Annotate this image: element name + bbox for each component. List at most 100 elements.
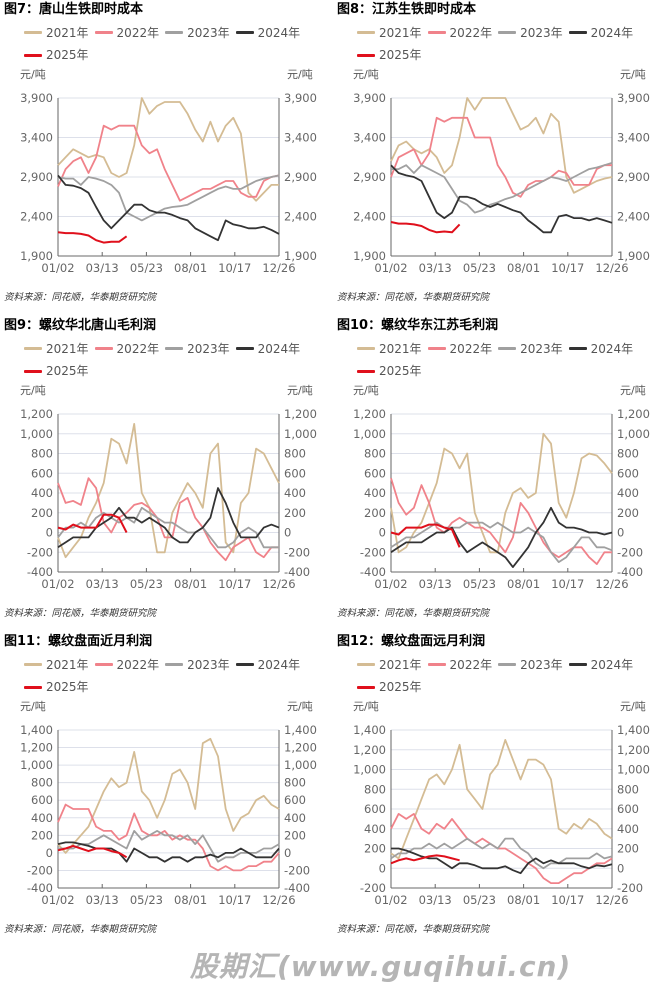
legend-label: 2025年 [46, 48, 89, 62]
line-chart: -400 -400 -200 -200 0 0 200 200 400 400 600 600 800 8… [353, 407, 650, 591]
legend-label: 2024年 [257, 25, 301, 40]
x-tick-label: 10/17 [218, 261, 251, 275]
series-line-2023 [390, 837, 613, 870]
legend-swatch-icon [235, 663, 254, 666]
y-tick-label-left: 1,900 [353, 249, 386, 263]
x-tick-label: 08/01 [507, 577, 540, 591]
legend-item: 2021年 [24, 23, 89, 43]
legend-item: 2023年 [165, 339, 230, 359]
chart-title: 图9：螺纹华北唐山毛利润 [4, 318, 157, 333]
chart-panel-4: 图10：螺纹华东江苏毛利润 2021年 2022年 2023年 2024年 2025年 元/… [333, 316, 666, 632]
legend-label: 2023年 [520, 341, 563, 356]
y-tick-label-left: 3,900 [20, 91, 53, 105]
y-axis-label-right: 元/吨 [620, 68, 646, 81]
y-tick-label-right: -200 [617, 545, 643, 559]
y-tick-label-right: 1,200 [617, 743, 650, 757]
y-tick-label-right: 200 [617, 506, 639, 520]
y-tick-label-left: 1,000 [20, 427, 53, 441]
legend-swatch-icon [427, 347, 446, 350]
legend-item: 2021年 [24, 655, 89, 675]
legend-label: 2023年 [520, 25, 563, 40]
series-line-2024 [391, 847, 613, 875]
legend-swatch-icon [94, 663, 113, 666]
legend-label: 2024年 [590, 657, 634, 672]
y-tick-label-left: 2,400 [20, 210, 53, 224]
chart-legend: 2021年 2022年 2023年 2024年 2025年 [24, 336, 329, 381]
y-tick-label-left: 600 [31, 793, 53, 807]
legend-label: 2023年 [187, 341, 230, 356]
chart-panel-2: 图8：江苏生铁即时成本 2021年 2022年 2023年 2024年 2025年 元/吨 元… [333, 0, 666, 316]
x-tick-label: 12/26 [595, 261, 628, 275]
y-tick-label-left: -400 [360, 565, 386, 579]
y-axis-label-right: 元/吨 [287, 384, 313, 397]
y-tick-label-left: 200 [364, 506, 386, 520]
series-line-2021 [390, 432, 613, 554]
y-tick-label-right: 1,900 [617, 249, 650, 263]
series-line-2024 [390, 506, 613, 569]
legend-item: 2021年 [357, 655, 422, 675]
legend-item: 2025年 [357, 361, 422, 381]
legend-item: 2023年 [165, 655, 230, 675]
legend-label: 2023年 [520, 657, 563, 672]
legend-label: 2025年 [46, 364, 89, 378]
x-tick-label: 08/01 [174, 893, 207, 907]
legend-label: 2021年 [46, 341, 89, 356]
y-tick-label-right: 1,900 [284, 249, 317, 263]
x-tick-label: 03/13 [419, 261, 452, 275]
y-tick-label-right: 800 [284, 776, 306, 790]
y-tick-label-left: 3,400 [353, 131, 386, 145]
legend-swatch-icon [357, 347, 375, 350]
chart-title: 图7：唐山生铁即时成本 [4, 2, 144, 17]
legend-item: 2024年 [568, 655, 634, 675]
chart-legend: 2021年 2022年 2023年 2024年 2025年 [24, 652, 329, 697]
series-line-2025 [57, 513, 128, 533]
y-tick-label-left: -200 [27, 863, 53, 877]
legend-item: 2022年 [94, 655, 159, 675]
legend-label: 2025年 [379, 680, 422, 694]
source-note: 资料来源：同花顺，华泰期货研究院 [337, 292, 490, 303]
legend-item: 2025年 [24, 361, 89, 381]
legend-swatch-icon [568, 663, 587, 666]
legend-swatch-icon [235, 347, 254, 350]
legend-item: 2025年 [357, 677, 422, 697]
legend-label: 2021年 [46, 25, 89, 40]
series-line-2024 [57, 487, 280, 549]
legend-label: 2022年 [449, 341, 493, 356]
legend-item: 2022年 [427, 23, 492, 43]
legend-swatch-icon [94, 347, 113, 350]
legend-label: 2024年 [590, 25, 634, 40]
legend-swatch-icon [24, 663, 42, 666]
y-tick-label-left: 200 [31, 828, 53, 842]
series-line-2025 [390, 854, 460, 865]
y-tick-label-left: 800 [364, 782, 386, 796]
y-tick-label-right: -200 [284, 545, 310, 559]
chart-legend: 2021年 2022年 2023年 2024年 2025年 [357, 652, 662, 697]
legend-item: 2022年 [94, 339, 159, 359]
legend-label: 2023年 [187, 25, 230, 40]
x-tick-label: 01/02 [374, 261, 407, 275]
legend-label: 2024年 [257, 657, 301, 672]
y-tick-label-left: 1,900 [20, 249, 53, 263]
x-tick-label: 10/17 [218, 893, 251, 907]
y-tick-label-right: 600 [617, 802, 639, 816]
y-tick-label-right: 3,400 [617, 131, 650, 145]
y-axis-label-left: 元/吨 [20, 700, 46, 713]
y-tick-label-left: 0 [379, 861, 386, 875]
x-tick-label: 03/13 [86, 261, 119, 275]
legend-swatch-icon [24, 685, 42, 689]
y-tick-label-left: 0 [379, 526, 386, 540]
legend-label: 2021年 [46, 657, 89, 672]
legend-swatch-icon [357, 685, 375, 689]
x-tick-label: 08/01 [507, 893, 540, 907]
legend-item: 2023年 [498, 339, 563, 359]
y-tick-label-left: 400 [31, 486, 53, 500]
legend-swatch-icon [357, 663, 375, 666]
x-tick-label: 01/02 [374, 893, 407, 907]
y-tick-label-right: 600 [617, 466, 639, 480]
legend-item: 2023年 [165, 23, 230, 43]
y-tick-label-right: 2,900 [617, 170, 650, 184]
legend-item: 2025年 [357, 45, 422, 65]
legend-swatch-icon [357, 369, 375, 373]
y-axis-label-right: 元/吨 [287, 700, 313, 713]
